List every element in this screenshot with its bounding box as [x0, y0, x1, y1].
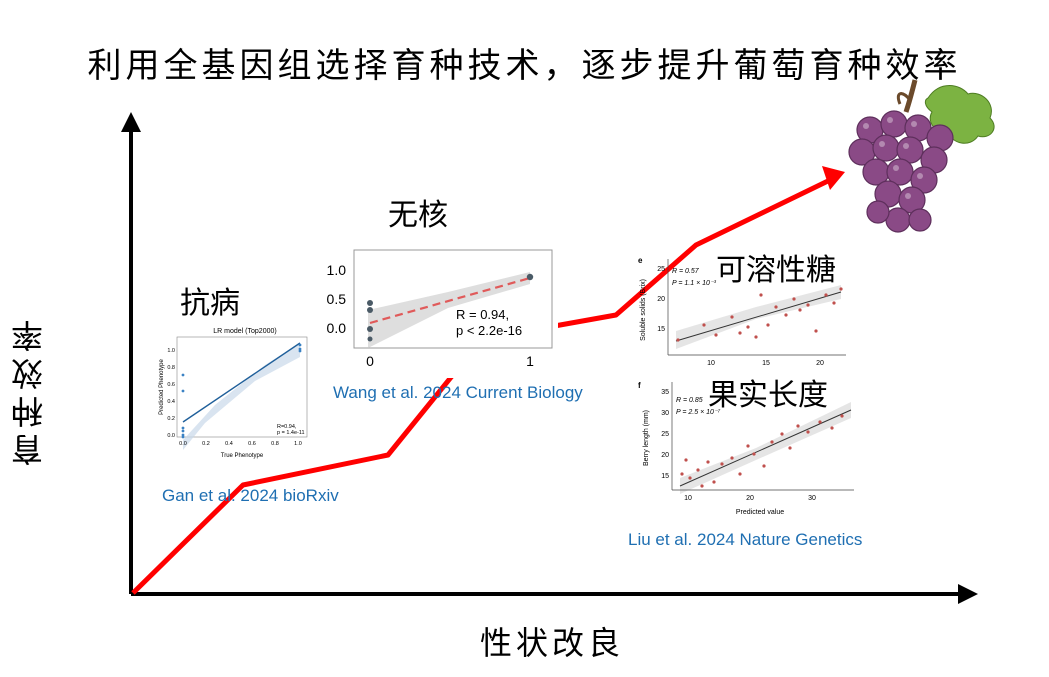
y-tick: 0.5: [327, 291, 347, 307]
trait-label-disease: 抗病: [180, 286, 240, 321]
x-tick: 10: [707, 360, 715, 367]
seedless-prediction-plot: 1.0 0.5 0.0 0 1 R = 0.94, p < 2.2e-16: [318, 248, 558, 378]
y-tick: 0.8: [167, 365, 175, 371]
disease-prediction-plot: LR model (Top2000) R=0.94, p = 1.4e-11 0…: [155, 325, 315, 465]
y-tick: 0.4: [167, 399, 175, 405]
y-axis-arrow: [121, 112, 141, 132]
stat-r: R = 0.85: [676, 397, 703, 404]
y-tick: 1.0: [327, 262, 347, 278]
x-tick: 15: [762, 360, 770, 367]
y-tick: 20: [657, 296, 665, 303]
trait-label-berry-length: 果实长度: [708, 378, 828, 413]
x-tick: 20: [816, 360, 824, 367]
x-tick: 30: [808, 495, 816, 502]
x-tick: 0.6: [248, 441, 256, 447]
x-tick: 0.8: [271, 441, 279, 447]
plot-title: LR model (Top2000): [213, 328, 276, 335]
x-tick: 0.4: [225, 441, 233, 447]
x-tick: 0.0: [179, 441, 187, 447]
sugar-prediction-plot: e R = 0.57 P = 1.1 × 10⁻³ 25 20 15 10 15…: [638, 256, 846, 367]
y-tick: 1.0: [167, 348, 175, 354]
y-axis-title: Berry length (mm): [643, 410, 650, 466]
y-tick: 0.0: [327, 320, 347, 336]
y-tick: 0.2: [167, 416, 175, 422]
stat-p: P = 1.1 × 10⁻³: [672, 280, 717, 287]
reference-seedless: Wang et al. 2024 Current Biology: [333, 383, 583, 402]
y-tick: 0.0: [167, 433, 175, 439]
y-axis-label: 育种效率: [10, 314, 48, 466]
reference-disease: Gan et al. 2024 bioRxiv: [162, 486, 339, 505]
stat-r: R = 0.57: [672, 268, 700, 275]
y-tick: 0.6: [167, 382, 175, 388]
x-axis-label: 性状改良: [480, 624, 625, 662]
x-tick: 20: [746, 495, 754, 502]
stat-r: R = 0.94,: [456, 307, 509, 322]
x-tick: 0: [366, 353, 374, 369]
x-axis-title: Predicted value: [736, 509, 784, 516]
y-tick: 15: [657, 326, 665, 333]
y-tick: 25: [661, 431, 669, 438]
x-tick: 0.2: [202, 441, 210, 447]
panel-letter: e: [638, 256, 643, 265]
trait-label-seedless: 无核: [388, 198, 448, 233]
x-tick: 1.0: [294, 441, 302, 447]
trend-arrowhead: [822, 166, 845, 190]
y-axis-title: Soluble solids (Brix): [640, 279, 647, 341]
stat-p: P = 2.5 × 10⁻⁷: [676, 409, 721, 416]
y-tick: 35: [661, 389, 669, 396]
y-tick: 25: [657, 266, 665, 273]
y-tick: 15: [661, 473, 669, 480]
x-axis-arrow: [958, 584, 978, 604]
panel-letter: f: [638, 381, 641, 390]
stat-r: R=0.94,: [277, 424, 297, 430]
trait-label-sugar: 可溶性糖: [716, 253, 836, 288]
y-tick: 30: [661, 410, 669, 417]
x-tick: 10: [684, 495, 692, 502]
reference-sugar-length: Liu et al. 2024 Nature Genetics: [628, 530, 863, 549]
berry-length-prediction-plot: f R = 0.85 P = 2.5 × 10⁻⁷ 15 20 25 30 35…: [638, 381, 854, 516]
x-tick: 1: [526, 353, 534, 369]
grape-icon: [848, 79, 995, 233]
stat-p: p = 1.4e-11: [277, 430, 305, 436]
y-axis-title: Predicted Phenotype: [159, 358, 165, 414]
stat-p: p < 2.2e-16: [456, 323, 522, 338]
y-tick: 20: [661, 452, 669, 459]
page-title: 利用全基因组选择育种技术，逐步提升葡萄育种效率: [87, 46, 962, 86]
x-axis-title: True Phenotype: [221, 453, 264, 459]
